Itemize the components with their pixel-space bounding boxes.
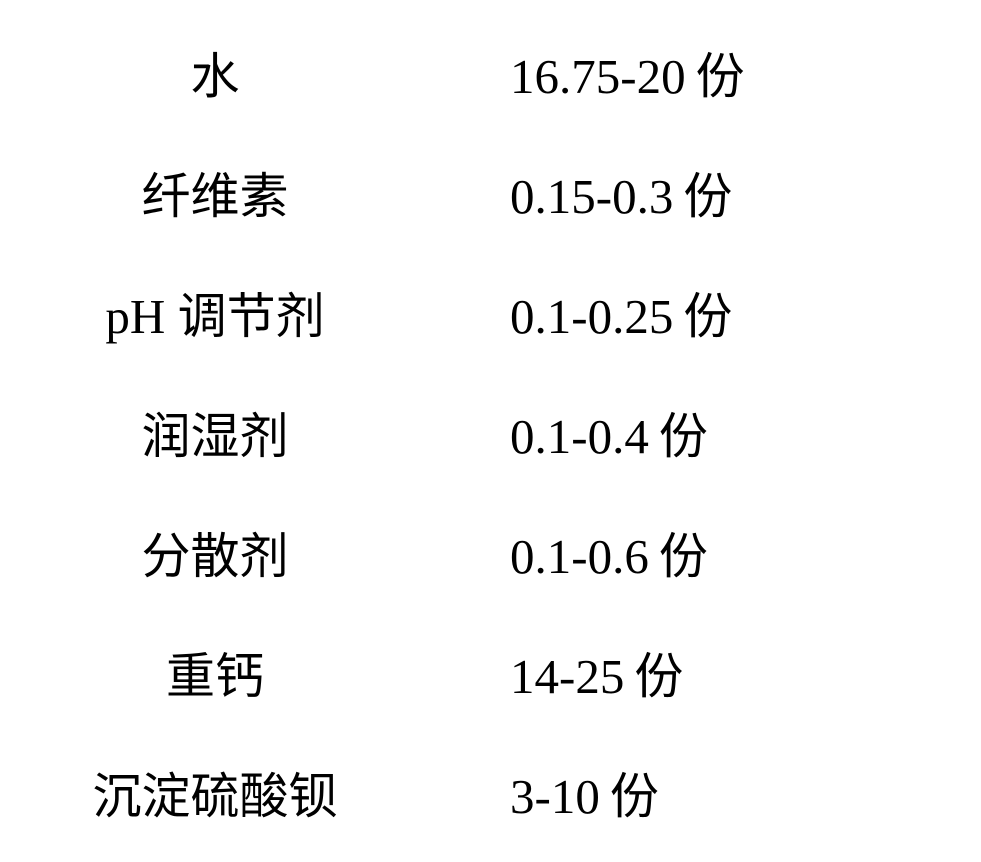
- row-amount: 3-10: [510, 769, 600, 824]
- row-value: 0.1-0.4份: [430, 397, 981, 468]
- row-amount: 0.1-0.25: [510, 289, 673, 344]
- row-value: 0.1-0.6份: [430, 517, 981, 588]
- row-unit: 份: [610, 769, 659, 824]
- row-label: 分散剂: [0, 517, 430, 588]
- row-unit: 份: [683, 169, 732, 224]
- row-unit: 份: [659, 529, 708, 584]
- table-row: 分散剂 0.1-0.6份: [0, 492, 981, 612]
- row-label: pH 调节剂: [0, 277, 430, 348]
- row-label: 重钙: [0, 637, 430, 708]
- row-value: 16.75-20份: [430, 37, 981, 108]
- row-value: 0.15-0.3份: [430, 157, 981, 228]
- table-row: 重钙 14-25份: [0, 612, 981, 732]
- table-row: pH 调节剂 0.1-0.25份: [0, 252, 981, 372]
- row-value: 14-25份: [430, 637, 981, 708]
- row-label: 沉淀硫酸钡: [0, 757, 430, 828]
- row-amount: 16.75-20: [510, 49, 686, 104]
- row-amount: 0.1-0.6: [510, 529, 649, 584]
- table-row: 纤维素 0.15-0.3份: [0, 132, 981, 252]
- row-value: 0.1-0.25份: [430, 277, 981, 348]
- row-label: 水: [0, 37, 430, 108]
- row-amount: 0.1-0.4: [510, 409, 649, 464]
- row-label: 纤维素: [0, 157, 430, 228]
- row-unit: 份: [659, 409, 708, 464]
- ingredient-table: 水 16.75-20份 纤维素 0.15-0.3份 pH 调节剂 0.1-0.2…: [0, 0, 981, 862]
- row-unit: 份: [683, 289, 732, 344]
- row-amount: 0.15-0.3: [510, 169, 673, 224]
- row-unit: 份: [696, 49, 745, 104]
- row-unit: 份: [634, 649, 683, 704]
- row-amount: 14-25: [510, 649, 624, 704]
- row-label-prefix: pH: [105, 289, 165, 344]
- row-value: 3-10份: [430, 757, 981, 828]
- table-row: 沉淀硫酸钡 3-10份: [0, 732, 981, 852]
- row-label: 润湿剂: [0, 397, 430, 468]
- table-row: 水 16.75-20份: [0, 12, 981, 132]
- row-label-suffix: 调节剂: [165, 289, 324, 344]
- table-row: 润湿剂 0.1-0.4份: [0, 372, 981, 492]
